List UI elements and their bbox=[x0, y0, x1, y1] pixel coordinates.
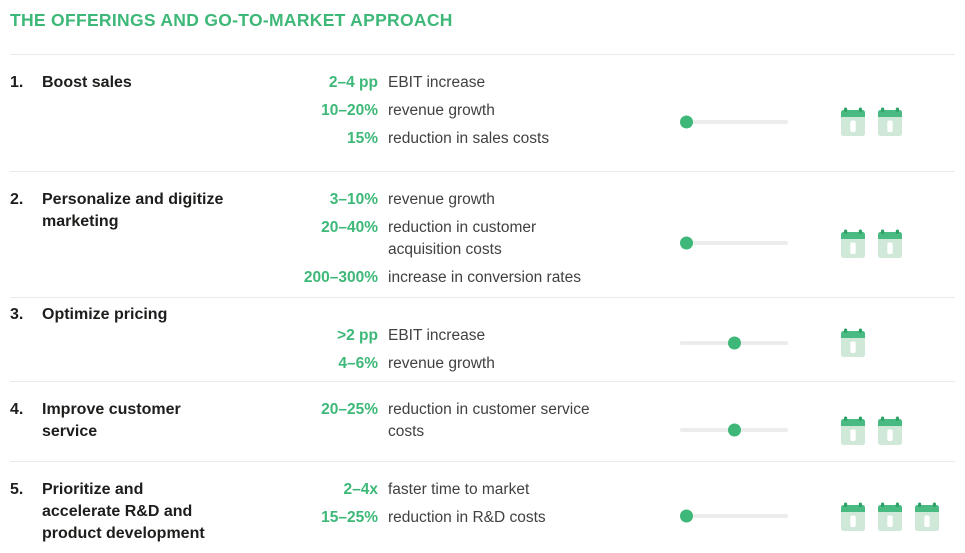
page-title: THE OFFERINGS AND GO-TO-MARKET APPROACH bbox=[10, 10, 453, 30]
metric-value: 4–6% bbox=[338, 355, 378, 372]
page-header: THE OFFERINGS AND GO-TO-MARKET APPROACH bbox=[10, 0, 955, 31]
calendar-icon bbox=[841, 416, 865, 445]
metric-label: revenue growth bbox=[388, 191, 495, 208]
slider-track bbox=[680, 423, 788, 437]
row-title: Boost sales bbox=[42, 74, 132, 91]
slider-track bbox=[680, 336, 788, 349]
offering-row-improve-customer-service: 4. Improve customer service 20–25% reduc… bbox=[10, 382, 955, 462]
slider-track bbox=[680, 236, 788, 250]
calendar-icon bbox=[841, 502, 865, 531]
calendar-icon bbox=[915, 502, 939, 531]
metric-label: reduction in customer service costs bbox=[388, 401, 590, 440]
row-number: 1. bbox=[10, 74, 24, 91]
row-title: Personalize and digitize marketing bbox=[42, 191, 224, 230]
slider-track bbox=[680, 115, 788, 128]
row-title: Improve customer service bbox=[42, 401, 181, 440]
slider-thumb bbox=[727, 423, 741, 437]
metrics-list: 3–10% revenue growth 20–40% reduction in… bbox=[282, 189, 660, 297]
calendar-icon bbox=[841, 229, 865, 258]
metric-label: increase in conversion rates bbox=[388, 269, 581, 286]
impact-slider bbox=[660, 423, 805, 437]
metric-value: 10–20% bbox=[321, 102, 378, 119]
calendar-icon bbox=[841, 328, 865, 357]
calendar-icon bbox=[878, 416, 902, 445]
timeline-calendars bbox=[805, 328, 955, 357]
metrics-list: >2 pp EBIT increase 4–6% revenue growth bbox=[282, 304, 660, 381]
calendar-icon bbox=[841, 107, 865, 136]
row-number: 2. bbox=[10, 191, 24, 208]
impact-slider bbox=[660, 336, 805, 349]
offering-row-boost-sales: 1. Boost sales 2–4 pp EBIT increase 10–2… bbox=[10, 55, 955, 172]
metrics-list: 20–25% reduction in customer service cos… bbox=[282, 399, 660, 461]
offering-row-prioritize-rnd: 5. Prioritize and accelerate R&D and pro… bbox=[10, 462, 955, 553]
metric-label: revenue growth bbox=[388, 355, 495, 372]
slider-thumb bbox=[680, 115, 693, 128]
metric-value: 2–4 pp bbox=[328, 74, 378, 91]
calendar-icon bbox=[878, 229, 902, 258]
metric-label: reduction in R&D costs bbox=[388, 509, 546, 526]
slider-thumb bbox=[680, 509, 693, 523]
metric-value: >2 pp bbox=[337, 327, 378, 344]
timeline-calendars bbox=[805, 229, 955, 258]
timeline-calendars bbox=[805, 107, 955, 136]
metric-value: 2–4x bbox=[343, 481, 378, 498]
timeline-calendars bbox=[805, 416, 955, 445]
calendar-icon bbox=[878, 502, 902, 531]
metric-label: EBIT increase bbox=[388, 74, 486, 91]
row-number: 3. bbox=[10, 306, 24, 323]
metric-label: reduction in sales costs bbox=[388, 130, 550, 147]
metrics-list: 2–4x faster time to market 15–25% reduct… bbox=[282, 479, 660, 553]
metric-value: 20–25% bbox=[321, 401, 378, 418]
calendar-icon bbox=[878, 107, 902, 136]
slider-thumb bbox=[680, 236, 693, 250]
metric-value: 3–10% bbox=[329, 191, 378, 208]
offering-row-optimize-pricing: 3. Optimize pricing >2 pp EBIT increase … bbox=[10, 298, 955, 382]
metric-label: revenue growth bbox=[388, 102, 495, 119]
row-number: 5. bbox=[10, 481, 24, 498]
row-title: Prioritize and accelerate R&D and produc… bbox=[42, 481, 205, 542]
divider bbox=[10, 54, 955, 55]
slider-track bbox=[680, 509, 788, 523]
metric-value: 15–25% bbox=[321, 509, 378, 526]
metrics-list: 2–4 pp EBIT increase 10–20% revenue grow… bbox=[282, 72, 660, 171]
row-title: Optimize pricing bbox=[42, 306, 168, 323]
metric-label: EBIT increase bbox=[388, 327, 486, 344]
impact-slider bbox=[660, 115, 805, 128]
metric-value: 15% bbox=[346, 130, 378, 147]
impact-slider bbox=[660, 509, 805, 523]
metric-value: 200–300% bbox=[303, 269, 378, 286]
offering-row-personalize-marketing: 2. Personalize and digitize marketing 3–… bbox=[10, 172, 955, 298]
metric-label: reduction in customer acquisition costs bbox=[388, 219, 537, 258]
timeline-calendars bbox=[805, 502, 955, 531]
slider-thumb bbox=[727, 336, 741, 349]
impact-slider bbox=[660, 236, 805, 250]
metric-value: 20–40% bbox=[321, 219, 378, 236]
row-number: 4. bbox=[10, 401, 24, 418]
metric-label: faster time to market bbox=[388, 481, 530, 498]
